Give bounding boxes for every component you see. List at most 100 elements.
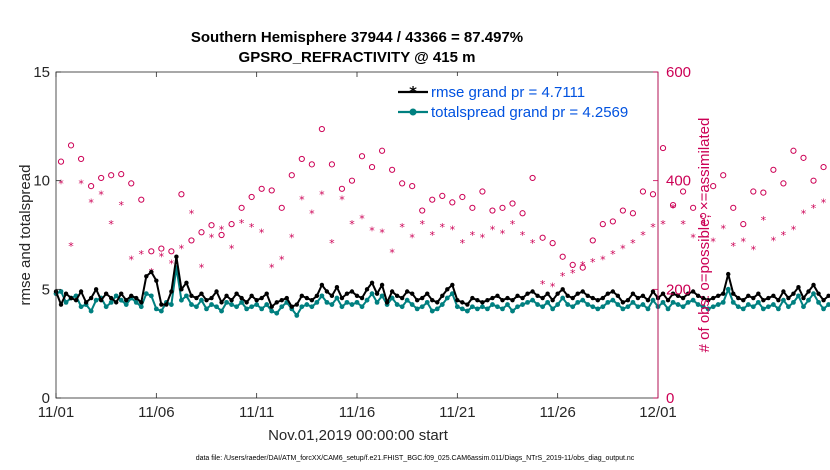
totalspread-point <box>485 306 490 312</box>
obs-assimilated-point: * <box>108 218 114 231</box>
obs-assimilated-point: * <box>480 232 486 245</box>
obs-possible-point <box>178 191 185 198</box>
rmse-point <box>550 298 555 303</box>
obs-possible-point <box>489 207 496 214</box>
totalspread-point <box>710 304 716 310</box>
totalspread-point <box>419 304 425 310</box>
rmse-point <box>590 295 595 301</box>
totalspread-point <box>535 302 540 307</box>
rmse-point <box>690 289 696 294</box>
totalspread-point <box>575 299 581 305</box>
legend-background <box>392 76 648 118</box>
obs-assimilated-point: * <box>470 229 476 242</box>
totalspread-point <box>184 293 189 299</box>
obs-possible-point <box>399 180 406 187</box>
legend-asterisk-marker: * <box>409 83 417 101</box>
obs-possible-point <box>810 177 817 184</box>
totalspread-point <box>63 299 69 305</box>
rmse-point <box>731 291 736 296</box>
obs-possible-point <box>108 172 115 179</box>
rmse-point <box>465 302 470 307</box>
totalspread-point <box>274 310 280 316</box>
obs-assimilated-point: * <box>801 207 807 220</box>
totalspread-point <box>204 306 209 312</box>
obs-assimilated-point: * <box>68 240 74 253</box>
rmse-point <box>73 298 79 303</box>
rmse-point <box>324 289 330 294</box>
obs-possible-point <box>459 193 466 201</box>
totalspread-point <box>449 291 455 297</box>
totalspread-point <box>148 293 154 299</box>
rmse-point <box>359 295 365 301</box>
obs-assimilated-point: * <box>771 234 777 247</box>
obs-possible-point <box>419 207 426 214</box>
rmse-point <box>299 293 305 299</box>
rmse-point <box>344 291 350 296</box>
totalspread-point <box>821 306 826 312</box>
totalspread-point <box>735 304 741 310</box>
rmse-point <box>119 291 124 296</box>
rmse-point <box>710 295 716 301</box>
obs-assimilated-point: * <box>530 237 536 250</box>
rmse-point <box>575 291 580 296</box>
data-file-footnote: data file: /Users/raeder/DAI/ATM_forcXX/… <box>196 455 635 462</box>
obs-possible-point <box>549 240 556 247</box>
totalspread-point <box>560 295 566 301</box>
obs-possible-point <box>318 125 325 133</box>
totalspread-point <box>464 308 470 314</box>
obs-possible-point <box>258 185 265 192</box>
totalspread-point <box>234 304 240 310</box>
obs-assimilated-point: * <box>600 253 606 266</box>
obs-assimilated-point: * <box>590 256 596 269</box>
totalspread-point <box>585 302 591 307</box>
rmse-point <box>389 289 395 294</box>
obs-assimilated-point: * <box>660 218 666 231</box>
legend: * rmse grand pr = 4.7111 totalspread grand… <box>392 76 648 121</box>
obs-possible-point <box>790 147 797 154</box>
totalspread-point <box>505 302 510 307</box>
totalspread-point <box>244 306 250 312</box>
rmse-point <box>244 300 249 305</box>
rmse-point <box>620 300 626 305</box>
obs-assimilated-point: * <box>199 262 205 275</box>
rmse-point <box>490 295 495 301</box>
totalspread-point <box>675 302 681 307</box>
rmse-point <box>103 291 109 296</box>
obs-assimilated-point: * <box>359 213 365 226</box>
rmse-point <box>329 293 335 299</box>
rmse-point <box>555 291 560 296</box>
totalspread-point <box>58 289 64 294</box>
rmse-point <box>184 280 189 286</box>
obs-assimilated-point: * <box>460 237 466 250</box>
rmse-point <box>254 298 259 303</box>
totalspread-point <box>379 293 385 299</box>
totalspread-point <box>635 304 641 310</box>
rmse-point <box>154 278 159 283</box>
obs-possible-point <box>98 174 105 182</box>
obs-possible-point <box>659 144 667 152</box>
totalspread-point <box>103 304 109 310</box>
rmse-point <box>500 298 505 303</box>
x-tick-label: 11/11 <box>239 404 274 421</box>
rmse-point <box>88 295 94 301</box>
totalspread-point <box>670 299 676 305</box>
x-axis-label: Nov.01,2019 00:00:00 start <box>268 427 449 444</box>
x-tick-label: 11/21 <box>439 404 475 421</box>
rmse-point <box>791 291 796 296</box>
obs-possible-point <box>238 204 245 211</box>
obs-possible-point <box>218 231 225 239</box>
obs-assimilated-point: * <box>329 237 335 250</box>
rmse-point <box>149 269 154 275</box>
totalspread-point <box>344 299 350 305</box>
totalspread-point <box>118 297 124 303</box>
obs-assimilated-point: * <box>690 232 696 245</box>
rmse-point <box>450 282 455 288</box>
totalspread-point <box>229 302 234 307</box>
obs-assimilated-point: * <box>440 221 446 234</box>
totalspread-point <box>590 304 596 310</box>
totalspread-point <box>650 297 656 303</box>
rmse-point <box>209 295 214 301</box>
obs-assimilated-point: * <box>289 232 295 245</box>
y-tick-label: 5 <box>42 281 50 298</box>
chart-title-line1: Southern Hemisphere 37944 / 43366 = 87.4… <box>191 29 523 46</box>
